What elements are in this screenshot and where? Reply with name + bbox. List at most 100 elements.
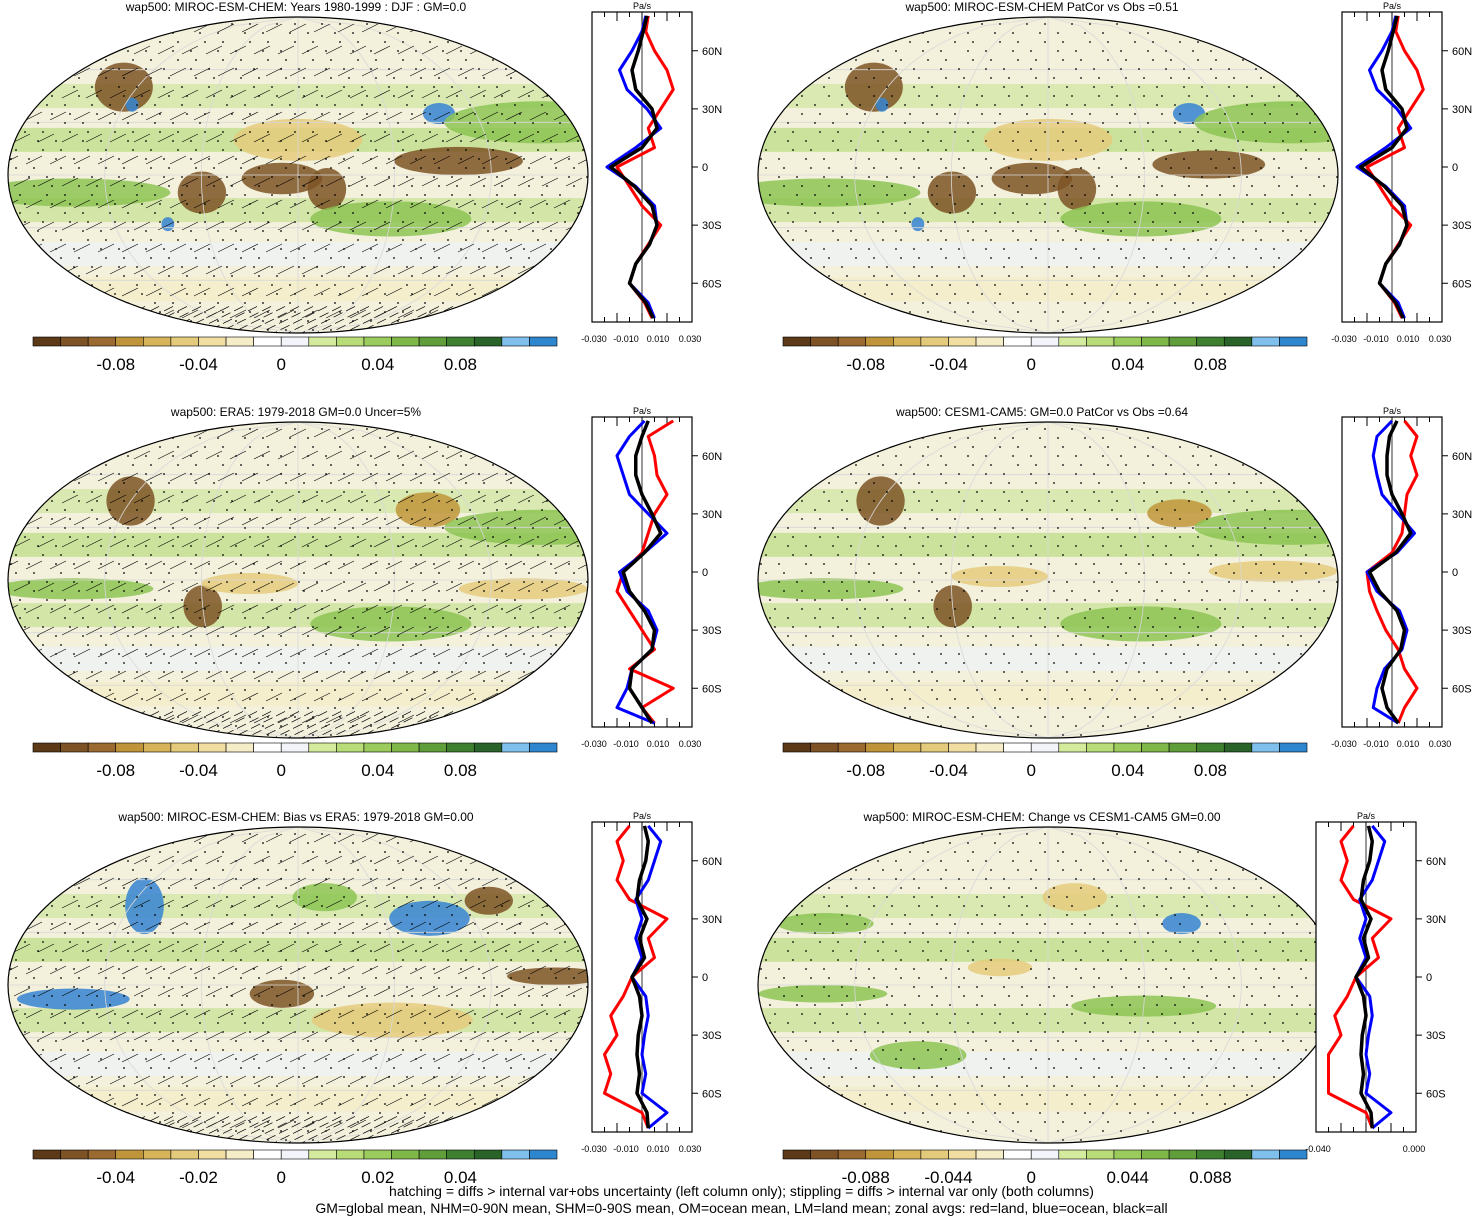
hatch-line	[241, 111, 259, 121]
hatch-line	[193, 648, 211, 658]
hatch-line	[85, 177, 103, 187]
hatch-line	[217, 111, 235, 121]
graticule-line	[950, 422, 1049, 738]
hatch-line	[49, 428, 67, 438]
stipple-dot	[474, 23, 476, 25]
stipple-dot	[859, 194, 861, 196]
stipple-dot	[931, 266, 933, 268]
stipple-dot	[271, 689, 273, 691]
stipple-dot	[1026, 203, 1028, 205]
hatch-line	[541, 626, 559, 636]
stipple-dot	[10, 473, 12, 475]
stipple-dot	[1282, 527, 1284, 529]
stipple-dot	[186, 185, 188, 187]
hatch-line	[8, 155, 19, 165]
stipple-dot	[28, 68, 30, 70]
stipple-dot	[1287, 464, 1289, 466]
stipple-dot	[393, 167, 395, 169]
stipple-dot	[891, 185, 893, 187]
stipple-dot	[550, 455, 552, 457]
hatch-line	[577, 560, 588, 570]
hatch-line	[337, 67, 355, 77]
stipple-dot	[1107, 41, 1109, 43]
stipple-dot	[976, 266, 978, 268]
stipple-dot	[285, 482, 287, 484]
stipple-dot	[159, 716, 161, 718]
stipple-dot	[976, 491, 978, 493]
stipple-dot	[82, 320, 84, 322]
stipple-dot	[105, 257, 107, 259]
stipple-dot	[118, 473, 120, 475]
stipple-dot	[433, 563, 435, 565]
hatch-line	[8, 710, 35, 738]
stipple-dot	[429, 221, 431, 223]
stipple-dot	[285, 644, 287, 646]
stipple-dot	[37, 320, 39, 322]
stipple-dot	[447, 536, 449, 538]
hatch-line	[493, 670, 511, 680]
hatch-line	[325, 177, 343, 187]
stipple-dot	[1143, 95, 1145, 97]
stipple-dot	[127, 545, 129, 547]
stipple-dot	[384, 113, 386, 115]
hatch-line	[517, 626, 535, 636]
stipple-dot	[954, 203, 956, 205]
stipple-dot	[882, 311, 884, 313]
stipple-dot	[240, 554, 242, 556]
stipple-dot	[1206, 275, 1208, 277]
stipple-dot	[769, 122, 771, 124]
stipple-dot	[64, 689, 66, 691]
stipple-dot	[582, 554, 584, 556]
stipple-dot	[900, 464, 902, 466]
colorbar-label: 0.08	[1194, 355, 1227, 374]
stipple-dot	[186, 428, 188, 430]
stipple-dot	[949, 104, 951, 106]
stipple-dot	[244, 617, 246, 619]
stipple-dot	[352, 545, 354, 547]
stipple-dot	[199, 437, 201, 439]
hatch-line	[445, 538, 463, 548]
stipple-dot	[276, 113, 278, 115]
stipple-dot	[868, 176, 870, 178]
stipple-dot	[10, 140, 12, 142]
stipple-dot	[801, 203, 803, 205]
stipple-dot	[267, 329, 269, 331]
stipple-dot	[510, 167, 512, 169]
stipple-dot	[33, 680, 35, 682]
stipple-dot	[1071, 95, 1073, 97]
stipple-dot	[60, 572, 62, 574]
hatch-line	[433, 243, 451, 253]
stipple-dot	[402, 149, 404, 151]
stipple-dot	[379, 509, 381, 511]
stipple-dot	[10, 50, 12, 52]
stipple-dot	[765, 77, 767, 79]
stipple-dot	[1062, 329, 1064, 331]
hatch-line	[49, 604, 67, 614]
stipple-dot	[366, 185, 368, 187]
hatch-line	[265, 428, 283, 438]
stipple-dot	[555, 77, 557, 79]
stipple-dot	[42, 41, 44, 43]
hatch-line	[565, 177, 583, 187]
hatch-line	[505, 305, 567, 333]
stipple-dot	[1305, 167, 1307, 169]
hatch-line	[73, 67, 91, 77]
stipple-dot	[582, 149, 584, 151]
colorbar-box	[336, 742, 365, 753]
stipple-dot	[1089, 203, 1091, 205]
stipple-dot	[783, 95, 785, 97]
stipple-dot	[316, 86, 318, 88]
stipple-dot	[1107, 59, 1109, 61]
stipple-dot	[298, 563, 300, 565]
world-map	[757, 421, 1339, 739]
hatch-line	[313, 648, 331, 658]
stipple-dot	[397, 320, 399, 322]
stipple-dot	[451, 284, 453, 286]
stipple-dot	[940, 158, 942, 160]
stipple-dot	[1089, 113, 1091, 115]
stipple-dot	[195, 149, 197, 151]
stipple-dot	[451, 509, 453, 511]
hatch-line	[505, 199, 523, 209]
stipple-dot	[756, 95, 758, 97]
colorbar-box	[60, 336, 89, 347]
